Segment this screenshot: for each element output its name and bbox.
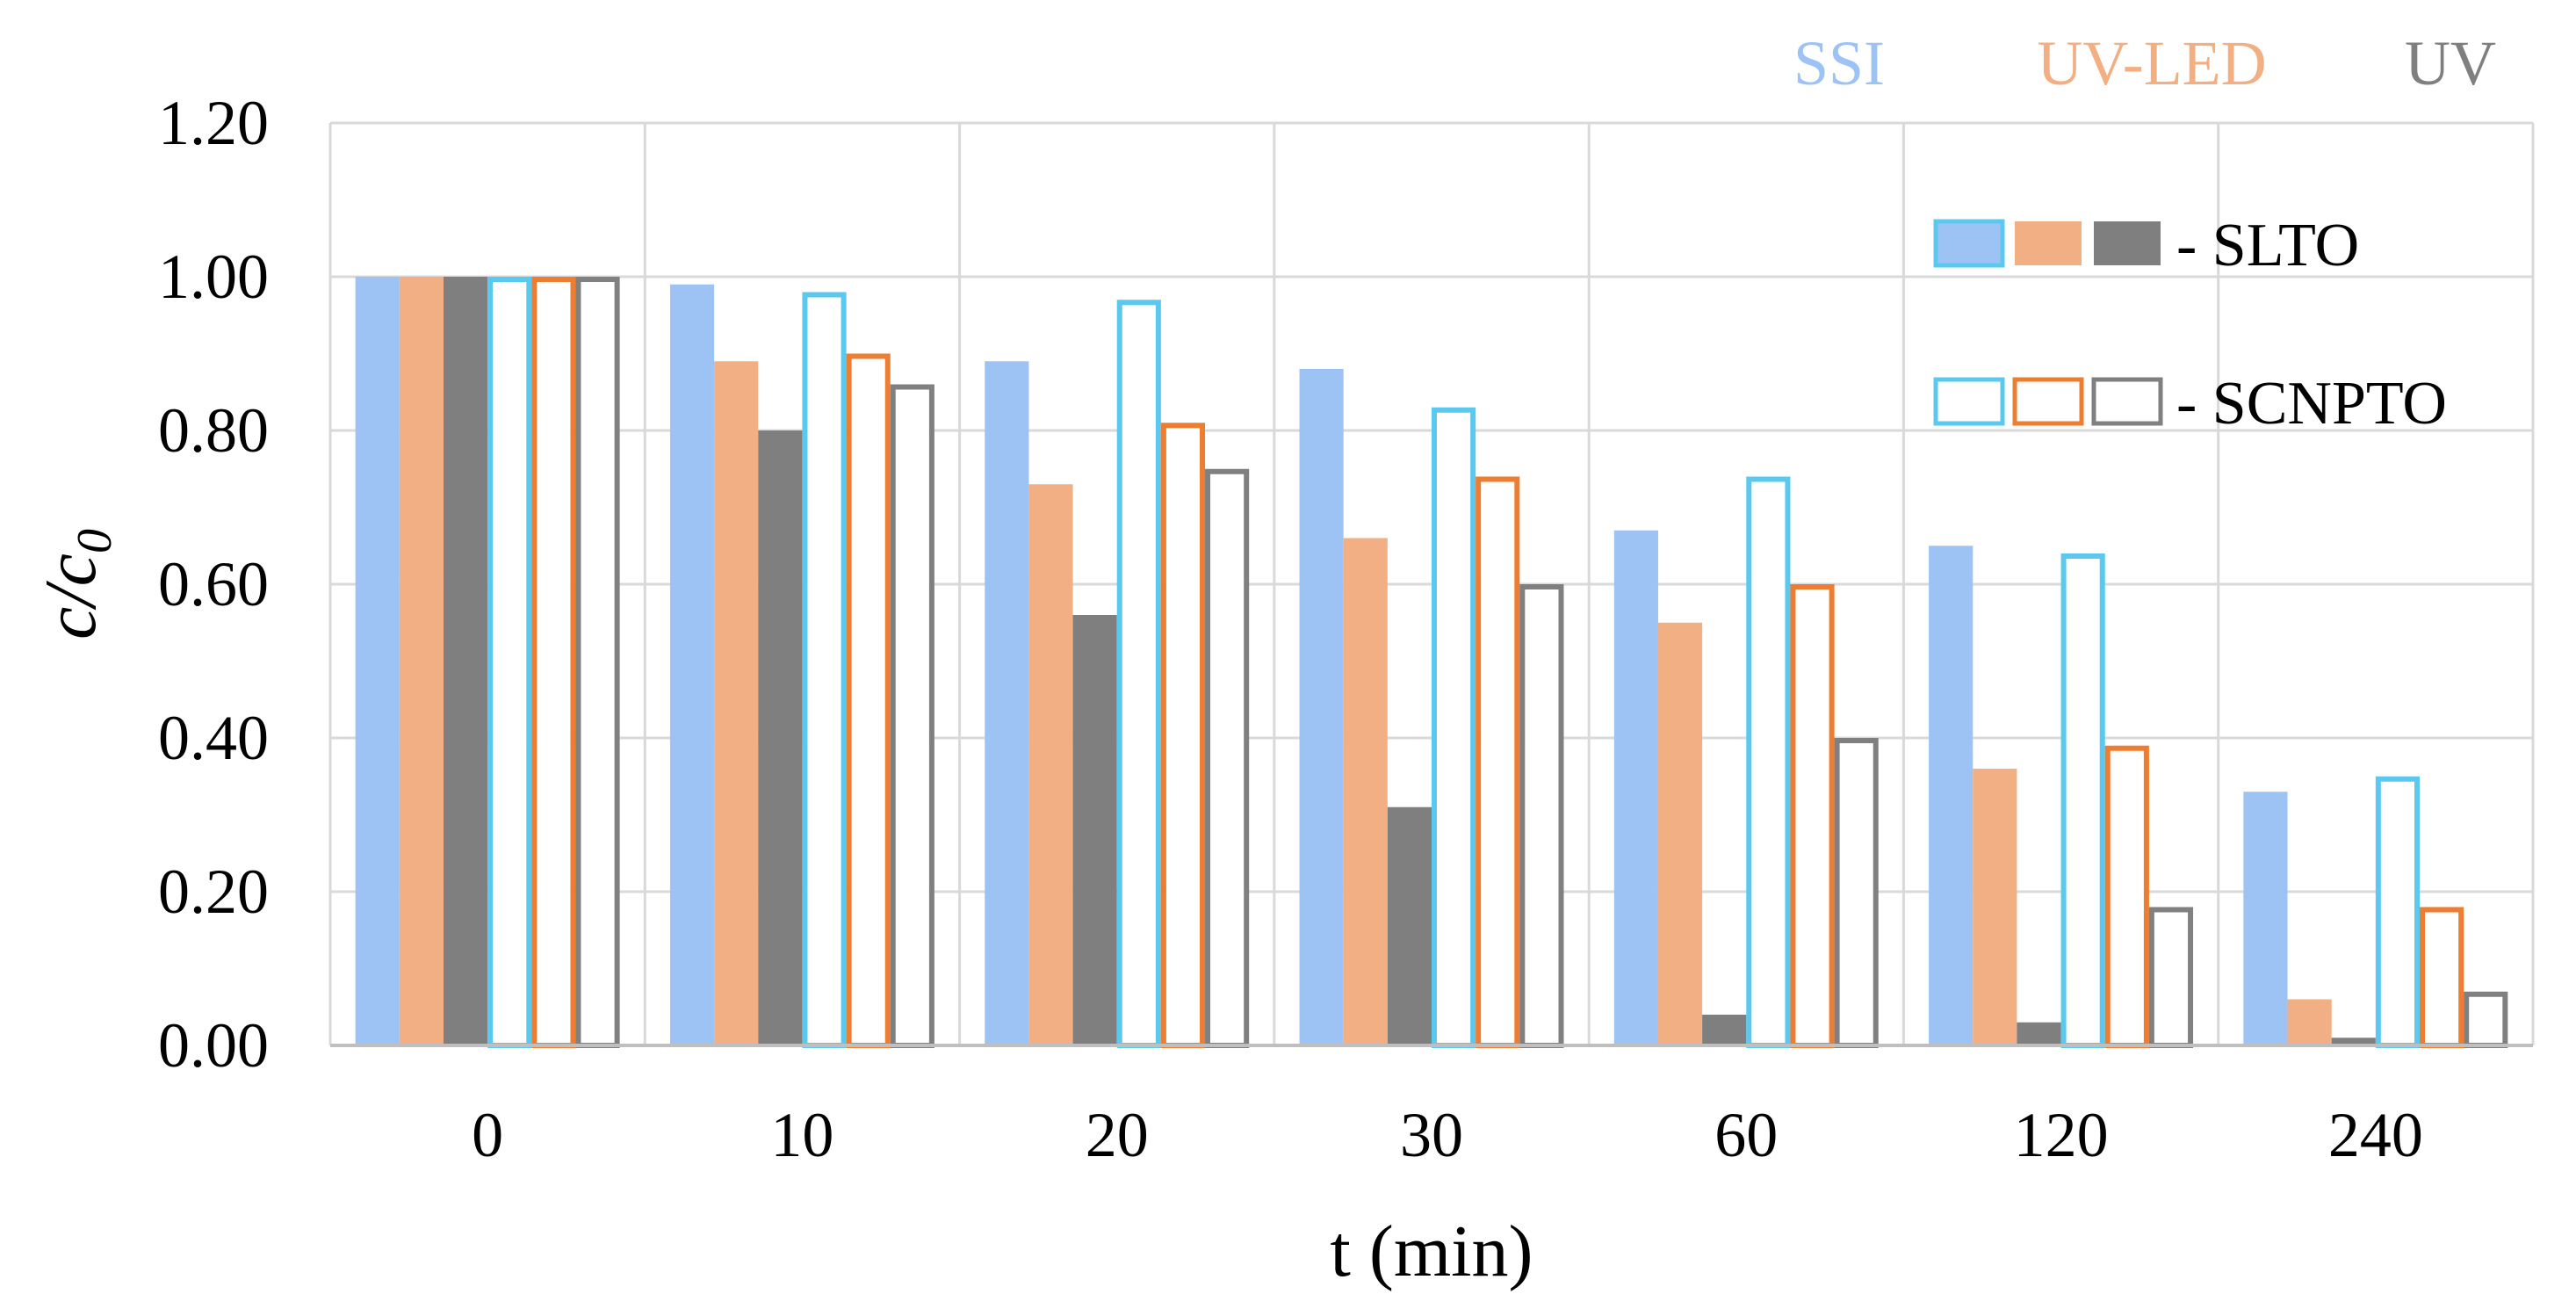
bar	[2243, 792, 2288, 1045]
y-tick-label: 0.40	[158, 703, 269, 773]
bar	[487, 277, 532, 1048]
bar	[1519, 584, 1564, 1048]
bar	[2060, 553, 2105, 1048]
bar	[2287, 999, 2332, 1045]
x-tick-label: 10	[770, 1100, 833, 1170]
bar	[443, 277, 488, 1045]
x-tick-label: 20	[1086, 1100, 1149, 1170]
y-tick-label: 1.00	[158, 242, 269, 312]
bar	[890, 384, 934, 1048]
legend-source-label: UV-LED	[2037, 28, 2266, 98]
bar	[1160, 423, 1206, 1048]
x-tick-label: 240	[2328, 1100, 2423, 1170]
bar	[531, 277, 576, 1048]
bar	[575, 277, 620, 1048]
bar	[1072, 615, 1117, 1045]
bar	[2375, 776, 2421, 1048]
legend-source-label: UV	[2405, 28, 2496, 98]
bar	[1929, 546, 1973, 1045]
legend-material-label: - SCNPTO	[2176, 370, 2447, 437]
bar	[714, 361, 759, 1045]
bar	[1387, 806, 1432, 1045]
x-tick-label: 60	[1714, 1100, 1778, 1170]
legend-layer: SSI UV-LED UV - SLTO - SCNPTO	[1793, 28, 2496, 437]
y-axis-title: c/c0	[30, 529, 122, 640]
bar	[1790, 584, 1835, 1048]
legend-source-label: SSI	[1793, 28, 1885, 98]
bar	[1116, 300, 1161, 1048]
legend-swatch	[2091, 377, 2163, 426]
bar	[846, 353, 891, 1048]
x-tick-label: 0	[472, 1100, 503, 1170]
legend-swatch	[2094, 221, 2161, 265]
bar	[1973, 769, 2017, 1045]
bar	[1657, 622, 1703, 1045]
bar	[2420, 907, 2464, 1048]
bar	[2104, 745, 2149, 1048]
y-axis-title-subscript: 0	[68, 529, 122, 553]
y-tick-label: 1.20	[158, 88, 269, 158]
bar	[669, 284, 715, 1045]
bar	[985, 361, 1029, 1045]
y-tick-label: 0.60	[158, 549, 269, 619]
y-tick-label: 0.20	[158, 857, 269, 927]
bar	[1343, 538, 1388, 1045]
bar	[1476, 476, 1520, 1048]
bar	[1834, 738, 1879, 1048]
bar	[1432, 407, 1476, 1048]
legend-swatch	[2012, 377, 2084, 426]
x-tick-label: 120	[2014, 1100, 2109, 1170]
legend-swatch	[1933, 377, 2005, 426]
bar	[1746, 476, 1791, 1048]
bar	[2017, 1022, 2061, 1045]
x-axis-title: t (min)	[1331, 1211, 1533, 1292]
bar	[758, 430, 803, 1045]
legend-swatch	[1933, 219, 2005, 268]
bar	[399, 277, 444, 1045]
legend-material-label: - SLTO	[2176, 212, 2359, 279]
bar	[1613, 530, 1658, 1045]
bar	[1299, 369, 1344, 1045]
bar	[355, 277, 400, 1045]
y-tick-label: 0.80	[158, 395, 269, 466]
y-tick-label: 0.00	[158, 1010, 269, 1081]
bar	[802, 292, 847, 1048]
bar	[2331, 1038, 2376, 1045]
y-axis-title-main: c/c	[30, 553, 112, 640]
text-layer: 0.00 0.20 0.40 0.60 0.80 1.00 1.20 0 10 20 30 60 120…	[30, 88, 2423, 1292]
bar	[1702, 1015, 1747, 1045]
x-tick-label: 30	[1400, 1100, 1463, 1170]
bar	[2464, 991, 2508, 1048]
bar	[1205, 468, 1250, 1048]
bar	[1028, 484, 1073, 1045]
bar	[2148, 907, 2194, 1048]
legend-swatch	[2015, 221, 2082, 265]
bars-layer	[355, 277, 2508, 1048]
